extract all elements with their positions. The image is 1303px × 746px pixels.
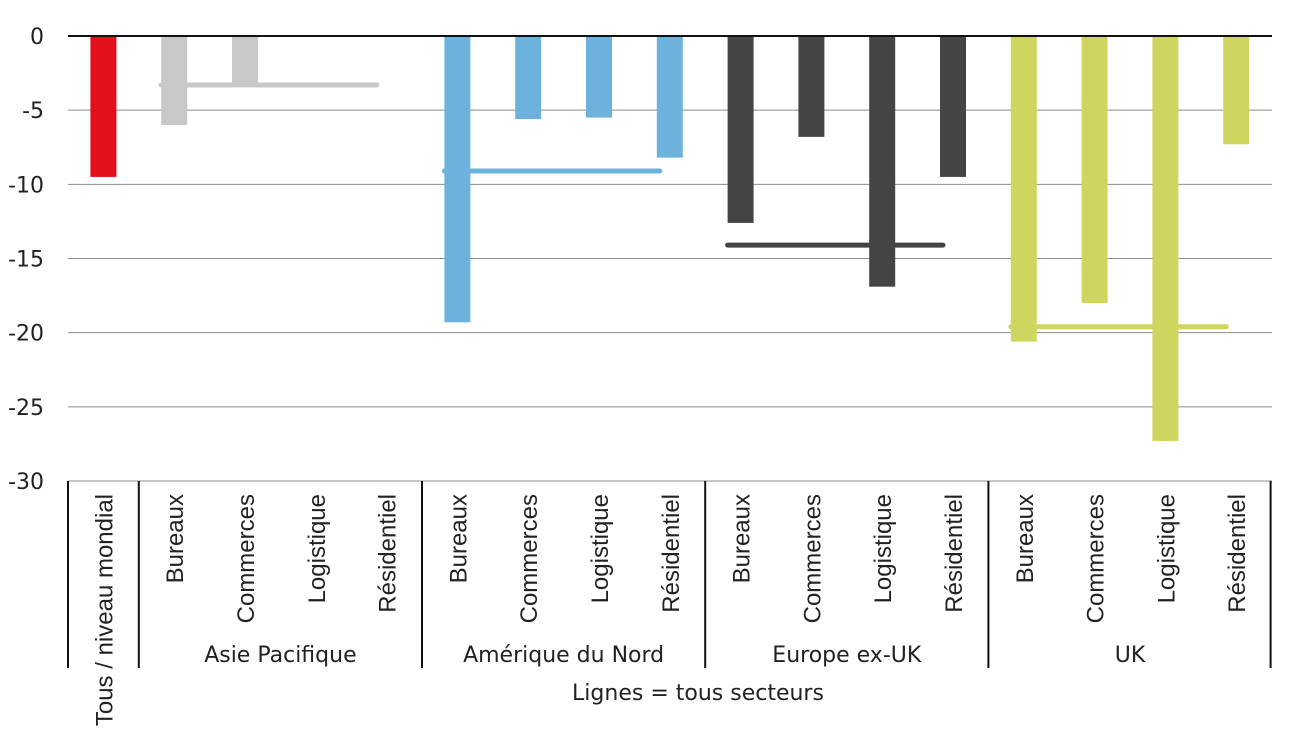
bar-asie-pacifique-0 (161, 36, 188, 125)
category-label: Logistique (1153, 494, 1180, 603)
bar-asie-pacifique-1 (232, 36, 258, 84)
category-label: Logistique (304, 494, 331, 603)
y-tick-label: -15 (8, 248, 44, 273)
y-tick-label: -10 (8, 173, 44, 198)
category-label: Commerces (1083, 494, 1110, 623)
bar-global (90, 36, 117, 177)
y-tick-label: 0 (30, 25, 44, 50)
category-label: Bureaux (729, 494, 756, 583)
bar-europe-ex-uk-2 (869, 36, 896, 287)
category-label: Commerces (516, 494, 543, 623)
bars (90, 36, 1250, 441)
category-label: Résidentiel (375, 494, 402, 613)
bar-uk-2 (1152, 36, 1179, 441)
group-label: Asie Pacifique (204, 643, 356, 668)
bar-uk-1 (1081, 36, 1108, 303)
bar-am-rique-du-nord-2 (586, 36, 612, 118)
category-label: Bureaux (162, 494, 189, 583)
y-tick-label: -20 (8, 322, 44, 347)
bar-europe-ex-uk-3 (940, 36, 966, 177)
category-label: Résidentiel (941, 494, 968, 613)
bar-am-rique-du-nord-3 (656, 36, 683, 158)
category-label: Logistique (587, 494, 614, 603)
category-label: Bureaux (1012, 494, 1039, 583)
category-label: Bureaux (445, 494, 472, 583)
bar-am-rique-du-nord-1 (515, 36, 542, 120)
group-label: Amérique du Nord (463, 643, 664, 668)
x-axis: Tous / niveau mondial Bureaux Commerces Log… (67, 481, 1272, 726)
y-tick-label: -25 (8, 396, 44, 421)
footnote: Lignes = tous secteurs (572, 681, 824, 706)
bar-europe-ex-uk-0 (727, 36, 754, 223)
bar-europe-ex-uk-1 (798, 36, 825, 137)
category-label: Logistique (870, 494, 897, 603)
category-label: Résidentiel (1224, 494, 1251, 613)
bar-uk-3 (1223, 36, 1250, 145)
group-label: Europe ex-UK (772, 643, 922, 668)
gridlines (68, 109, 1272, 482)
y-tick-label: -30 (8, 470, 44, 495)
category-label: Résidentiel (658, 494, 685, 613)
bar-uk-0 (1010, 36, 1037, 342)
y-axis: 0 -5 -10 -15 -20 -25 -30 (8, 25, 44, 495)
category-label: Commerces (799, 494, 826, 623)
bar-am-rique-du-nord-0 (444, 36, 471, 323)
all-sectors-lines (158, 82, 1229, 330)
category-label: Commerces (233, 494, 260, 623)
y-tick-label: -5 (22, 99, 44, 124)
category-label-global: Tous / niveau mondial (91, 494, 118, 726)
group-label: UK (1115, 643, 1146, 668)
